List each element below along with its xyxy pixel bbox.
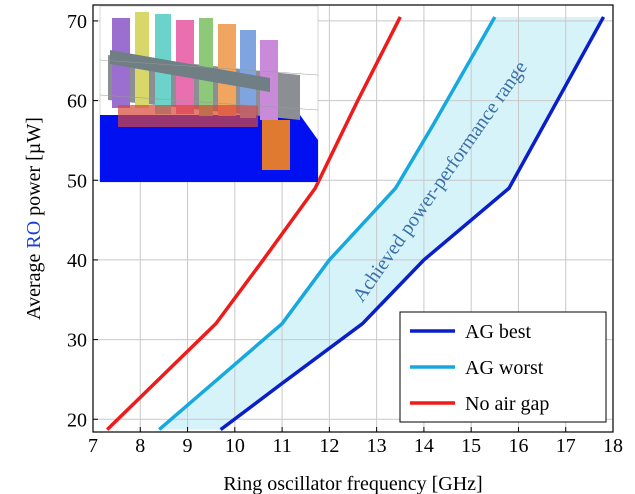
x-tick-label: 10	[225, 435, 245, 457]
x-tick-label: 17	[556, 435, 576, 457]
y-axis-label-part: power [µW]	[23, 117, 45, 221]
y-axis-label-part: Average	[23, 249, 45, 320]
y-axis-label: Average RO power [µW]	[23, 117, 45, 320]
y-tick-label: 50	[67, 170, 87, 192]
y-tick-label: 20	[67, 409, 87, 431]
y-tick-label: 60	[67, 91, 87, 113]
legend-label: No air gap	[465, 393, 549, 415]
x-axis-label: Ring oscillator frequency [GHz]	[223, 473, 482, 494]
x-tick-label: 14	[414, 435, 434, 457]
legend-label: AG worst	[465, 357, 544, 379]
x-tick-label: 7	[88, 435, 98, 457]
x-tick-label: 9	[183, 435, 193, 457]
y-tick-label: 40	[67, 250, 87, 272]
y-tick-label: 70	[67, 11, 87, 33]
x-tick-label: 18	[603, 435, 623, 457]
x-tick-label: 15	[461, 435, 481, 457]
chart: 789101112131415161718203040506070Achieve…	[0, 0, 635, 494]
x-tick-label: 12	[319, 435, 339, 457]
y-tick-label: 30	[67, 330, 87, 352]
legend: AG best AG worst No air gap	[400, 312, 606, 422]
x-tick-label: 16	[508, 435, 528, 457]
x-tick-label: 11	[272, 435, 291, 457]
x-tick-label: 8	[135, 435, 145, 457]
legend-label: AG best	[465, 321, 532, 343]
inset-render	[100, 6, 318, 182]
y-axis-label-part: RO	[23, 221, 45, 249]
x-tick-label: 13	[367, 435, 387, 457]
